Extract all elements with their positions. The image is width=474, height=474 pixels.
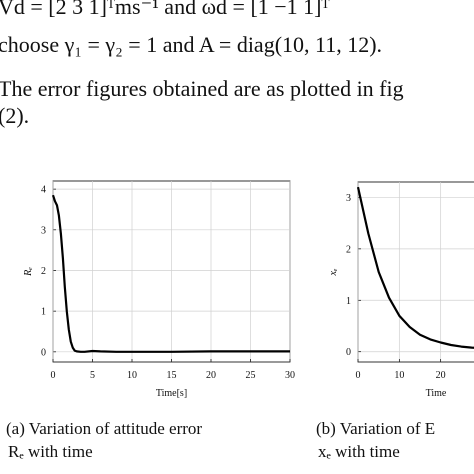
x-tick-label: 0 <box>51 370 56 381</box>
x-tick-label: 20 <box>206 370 216 381</box>
plot: 0 1 2 3 0 10 20 Time xₑ <box>328 181 474 399</box>
x-tick-label: 10 <box>394 370 404 381</box>
y-tick-label: 2 <box>346 244 351 255</box>
y-tick-label: 3 <box>41 225 46 236</box>
x-tick-label: 25 <box>246 370 256 381</box>
x-tick-label: 10 <box>127 370 137 381</box>
figure-caption: (b) Variation of E <box>316 419 435 438</box>
plot-area <box>357 181 474 363</box>
plot: 0 1 2 3 4 0 5 10 15 20 25 30 Time[s] Rₑ <box>23 180 295 399</box>
x-tick-label: 5 <box>90 370 95 381</box>
figure-caption: xₑ with time <box>318 442 400 461</box>
y-tick-label: 3 <box>346 193 351 204</box>
x-tick-label: 0 <box>356 370 361 381</box>
figure-caption: Rₑ with time <box>8 442 93 461</box>
y-tick-label: 1 <box>346 296 351 307</box>
x-tick-label: 30 <box>285 370 295 381</box>
x-axis-label: Time[s] <box>156 388 187 399</box>
data-line <box>356 186 474 349</box>
body-line: Vd = [2 3 1]ᵀms⁻¹ and ωd = [1 −1 1]ᵀ <box>0 0 330 19</box>
y-tick-label: 4 <box>41 185 46 196</box>
figure-caption: (a) Variation of attitude error <box>6 419 202 438</box>
x-axis-label: Time <box>426 388 447 399</box>
body-line: choose γ₁ = γ₂ = 1 and A = diag(10, 11, … <box>0 32 382 57</box>
y-tick-label: 0 <box>41 347 46 358</box>
y-axis-label: Rₑ <box>23 267 34 277</box>
y-axis-label: xₑ <box>328 268 339 276</box>
body-line: The error figures obtained are as plotte… <box>0 76 404 101</box>
x-tick-label: 20 <box>436 370 446 381</box>
y-tick-label: 0 <box>346 347 351 358</box>
y-tick-label: 1 <box>41 307 46 318</box>
x-tick-label: 15 <box>167 370 177 381</box>
body-line: (2). <box>0 103 29 128</box>
data-line <box>51 194 290 353</box>
y-tick-label: 2 <box>41 266 46 277</box>
